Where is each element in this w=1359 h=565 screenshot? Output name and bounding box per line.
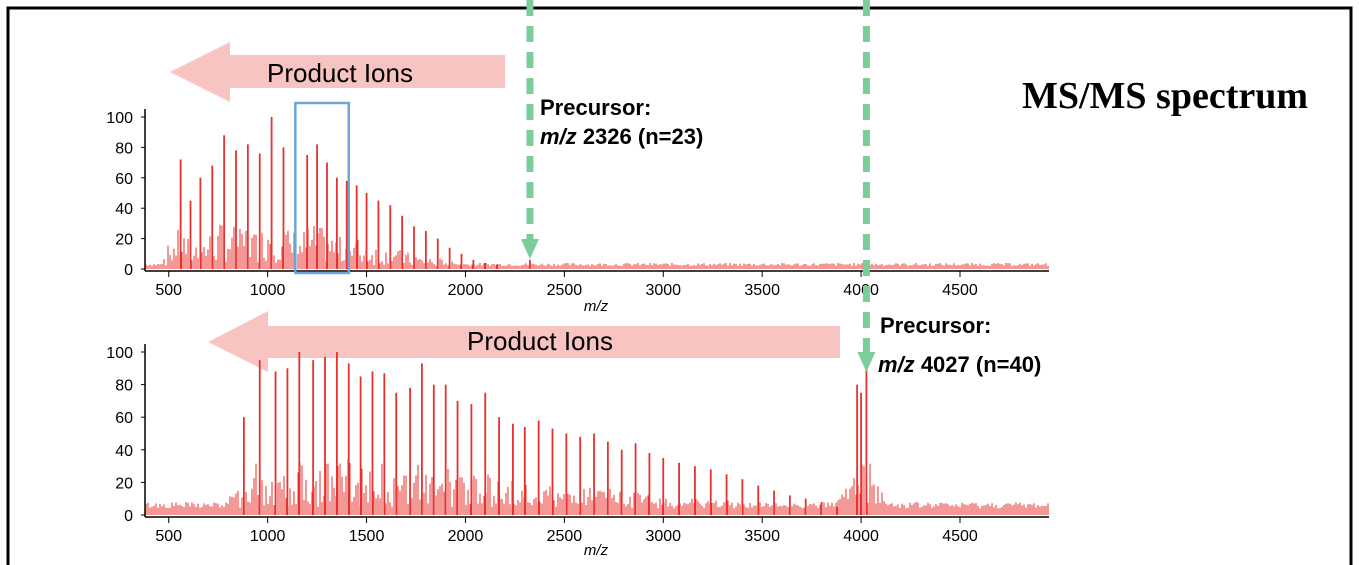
x-tick-label: 1500 — [349, 528, 385, 545]
x-tick-label: 3000 — [645, 528, 681, 545]
x-tick-label: 1000 — [250, 282, 286, 299]
top-precursor-mz-value: 2326 (n=23) — [583, 124, 703, 149]
bottom-precursor-mz-label: m/z — [878, 352, 915, 377]
bottom-product-ions-label: Product Ions — [467, 326, 613, 356]
y-tick-label: 60 — [115, 410, 133, 427]
x-tick-label: 4500 — [942, 282, 978, 299]
figure-border — [6, 6, 1353, 565]
y-tick-label: 20 — [115, 232, 133, 249]
x-tick-label: 4000 — [843, 282, 879, 299]
x-tick-label: 1500 — [349, 282, 385, 299]
x-tick-label: 3500 — [744, 528, 780, 545]
top-precursor-mz-label: m/z — [540, 124, 577, 149]
y-tick-label: 20 — [115, 475, 133, 492]
x-tick-label: 2000 — [448, 528, 484, 545]
highlight-box — [294, 101, 350, 275]
bottom-precursor-line1: Precursor: — [880, 313, 991, 338]
top-y-axis: 0 20 40 60 80 100 — [106, 109, 146, 279]
x-tick-label: 4000 — [843, 528, 879, 545]
y-tick-label: 0 — [124, 508, 133, 525]
bottom-x-axis: 500 1000 1500 2000 2500 3000 3500 4000 4500 — [145, 516, 1049, 545]
x-tick-label: 500 — [155, 282, 182, 299]
top-product-ions-arrow — [170, 42, 505, 102]
y-tick-label: 60 — [115, 171, 133, 188]
x-tick-label: 4500 — [942, 528, 978, 545]
x-tick-label: 2500 — [547, 528, 583, 545]
figure-title: MS/MS spectrum — [1022, 75, 1308, 117]
bottom-spectrum — [145, 352, 1049, 515]
precursor-arrowhead — [520, 239, 539, 259]
bottom-precursor-mz-value: 4027 (n=40) — [921, 352, 1041, 377]
bottom-product-ions-arrow — [208, 311, 840, 372]
top-spectrum — [145, 117, 1049, 269]
bottom-precursor-line2: m/z 4027 (n=40) — [878, 352, 1041, 377]
top-product-ions-label: Product Ions — [267, 58, 413, 88]
y-tick-label: 100 — [106, 345, 133, 362]
y-tick-label: 80 — [115, 378, 133, 395]
top-precursor-line1: Precursor: — [540, 95, 651, 120]
bottom-xlabel: m/z — [584, 542, 609, 559]
y-tick-label: 100 — [106, 110, 133, 127]
bottom-panel: Product Ions 0 20 40 60 80 100 500 1000 1500 200… — [106, 311, 1049, 559]
top-panel: Product Ions 0 20 40 60 80 100 500 1000 1500 200… — [106, 42, 1049, 315]
x-tick-label: 2500 — [547, 282, 583, 299]
x-tick-label: 2000 — [448, 282, 484, 299]
x-tick-label: 3500 — [744, 282, 780, 299]
x-tick-label: 500 — [155, 528, 182, 545]
x-tick-label: 3000 — [645, 282, 681, 299]
y-tick-label: 40 — [115, 443, 133, 460]
top-xlabel: m/z — [584, 298, 609, 315]
y-tick-label: 0 — [124, 262, 133, 279]
y-tick-label: 40 — [115, 201, 133, 218]
precursor-arrowhead — [857, 352, 876, 372]
top-precursor-line2: m/z 2326 (n=23) — [540, 124, 703, 149]
y-tick-label: 80 — [115, 140, 133, 157]
bottom-y-axis: 0 20 40 60 80 100 — [106, 344, 146, 525]
precursor-guides — [520, 0, 876, 372]
x-tick-label: 1000 — [250, 528, 286, 545]
